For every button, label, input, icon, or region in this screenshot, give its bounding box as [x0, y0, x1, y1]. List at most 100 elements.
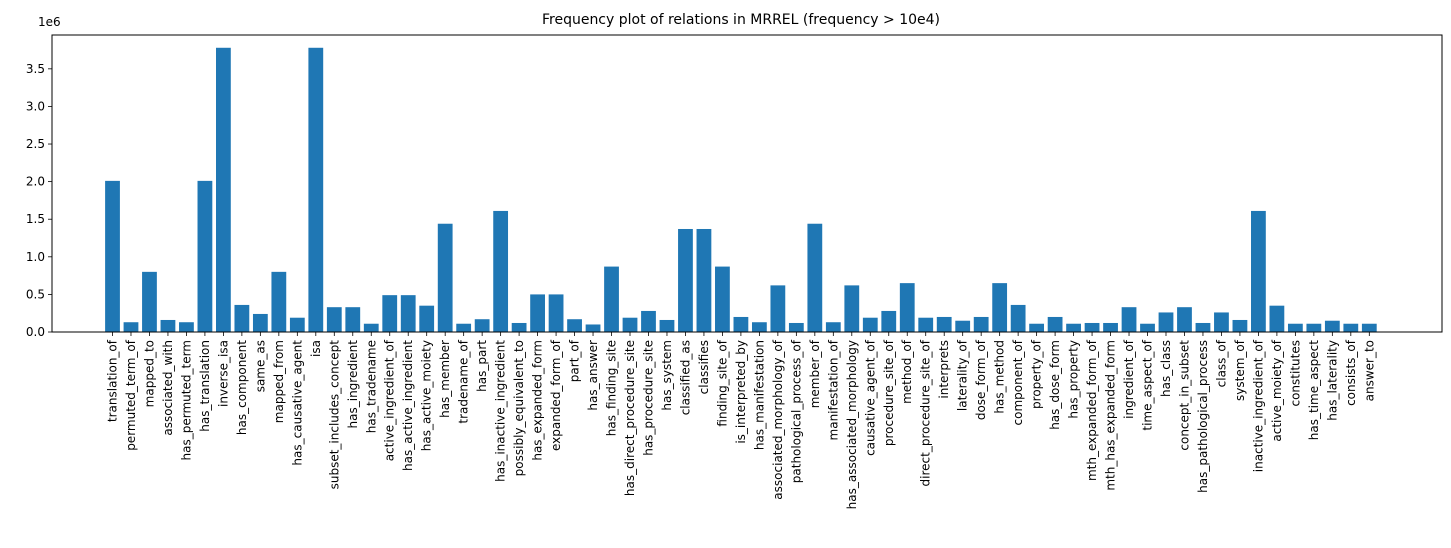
x-tick-label: has_property — [1067, 340, 1081, 419]
y-tick-label: 2.0 — [26, 175, 45, 189]
bars-group — [105, 47, 1377, 332]
bar-consists_of — [1343, 323, 1359, 332]
bar-component_of — [1010, 304, 1026, 332]
x-tick-label: inactive_ingredient_of — [1251, 339, 1265, 472]
x-tick-label: has_tradename — [364, 340, 378, 433]
x-tick-label: ingredient_of — [1122, 339, 1136, 419]
x-tick-label: translation_of — [106, 339, 120, 422]
x-tick-label: class_of — [1214, 339, 1228, 387]
bar-classified_as — [678, 228, 693, 332]
x-tick-label: has_class — [1159, 340, 1173, 397]
x-tick-label: direct_procedure_site_of — [919, 339, 933, 486]
x-tick-label: system_of — [1233, 339, 1247, 401]
bar-method_of — [899, 283, 915, 332]
bar-translation_of — [105, 180, 120, 332]
x-tick-label: component_of — [1011, 339, 1025, 425]
bar-ingredient_of — [1121, 307, 1137, 332]
bar-possibly_equivalent_to — [511, 322, 527, 332]
y-tick-label: 0.0 — [26, 325, 45, 339]
x-tick-label: isa — [309, 340, 323, 357]
x-tick-label: has_direct_procedure_site — [623, 340, 637, 496]
bar-has_tradename — [363, 323, 379, 332]
bar-has_expanded_form — [530, 294, 545, 332]
bar-is_interpreted_by — [733, 316, 749, 332]
x-tick-label: has_active_moiety — [420, 340, 434, 451]
x-tick-label: has_laterality — [1325, 340, 1339, 421]
bar-dose_form_of — [973, 316, 989, 332]
x-tick-label: has_translation — [198, 340, 212, 432]
y-tick-label: 2.5 — [26, 137, 45, 151]
x-tick-label: concept_in_subset — [1177, 340, 1191, 451]
bar-has_inactive_ingredient — [493, 210, 509, 332]
bar-has_class — [1158, 312, 1174, 332]
x-tick-label: has_finding_site — [605, 340, 619, 436]
x-tick-label: has_permuted_term — [179, 340, 193, 460]
bar-causative_agent_of — [862, 317, 878, 332]
bar-has_pathological_process — [1195, 322, 1211, 332]
x-tick-label: has_answer — [586, 340, 600, 411]
bar-finding_site_of — [715, 266, 730, 332]
x-tick-label: is_interpreted_by — [734, 340, 748, 444]
bar-member_of — [807, 223, 823, 332]
y-tick-label: 1.0 — [26, 250, 45, 264]
bar-associated_with — [160, 319, 176, 332]
axes-frame — [51, 34, 1443, 333]
bar-property_of — [1029, 323, 1045, 332]
bar-class_of — [1214, 312, 1229, 332]
x-tick-label: classified_as — [678, 340, 692, 415]
bar-has_dose_form — [1047, 316, 1063, 332]
bar-has_member — [437, 223, 453, 332]
y-axis-offset-label: 1e6 — [38, 15, 61, 29]
bar-inactive_ingredient_of — [1251, 210, 1266, 332]
y-tick-label: 3.0 — [26, 99, 45, 113]
bar-laterality_of — [955, 320, 971, 332]
x-tick-label: laterality_of — [956, 339, 970, 411]
x-tick-label: dose_form_of — [974, 339, 988, 420]
bar-has_active_ingredient — [400, 295, 416, 332]
bar-answer_to — [1361, 323, 1377, 332]
bar-has_part — [474, 319, 490, 332]
x-tick-label: subset_includes_concept — [327, 340, 341, 490]
x-tick-label: classifies — [697, 340, 711, 394]
bar-system_of — [1232, 319, 1248, 332]
x-tick-label: has_dose_form — [1048, 340, 1062, 430]
x-tick-label: mapped_to — [142, 340, 156, 407]
x-tick-label: associated_morphology_of — [771, 339, 785, 499]
y-tick-label: 3.5 — [26, 62, 45, 76]
x-tick-label: has_causative_agent — [290, 340, 304, 466]
bar-has_finding_site — [604, 266, 619, 332]
bar-mapped_to — [142, 271, 157, 332]
bar-permuted_term_of — [123, 322, 139, 332]
x-tick-label: has_ingredient — [346, 340, 360, 429]
bar-inverse_isa — [216, 47, 231, 332]
bar-direct_procedure_site_of — [918, 317, 934, 332]
bar-has_direct_procedure_site — [622, 317, 638, 332]
bar-same_as — [252, 313, 268, 332]
x-tick-label: causative_agent_of — [863, 339, 877, 456]
x-tick-label: has_procedure_site — [641, 340, 655, 456]
bar-interprets — [936, 316, 952, 332]
bar-constitutes — [1287, 323, 1303, 332]
x-tick-label: has_part — [475, 340, 489, 392]
bar-has_active_moiety — [419, 305, 435, 332]
bar-has_procedure_site — [641, 310, 656, 332]
bar-active_moiety_of — [1269, 305, 1285, 332]
y-tick-label: 0.5 — [26, 287, 45, 301]
x-tick-label: time_aspect_of — [1141, 339, 1155, 430]
bar-has_manifestation — [751, 322, 767, 332]
x-tick-label: answer_to — [1362, 340, 1376, 401]
x-tick-label: has_component — [235, 340, 249, 435]
x-tick-label: same_as — [253, 340, 267, 392]
x-tick-label: active_moiety_of — [1270, 339, 1284, 441]
y-tick-label: 1.5 — [26, 212, 45, 226]
bar-pathological_process_of — [788, 322, 804, 332]
bar-subset_includes_concept — [326, 307, 342, 332]
bar-procedure_site_of — [881, 310, 897, 332]
x-tick-label: method_of — [900, 339, 914, 404]
x-tick-label: property_of — [1030, 339, 1044, 409]
bar-part_of — [567, 319, 582, 332]
x-tick-label: mth_has_expanded_form — [1104, 340, 1118, 491]
bar-has_property — [1066, 323, 1081, 332]
x-tick-label: procedure_site_of — [882, 339, 896, 446]
bar-associated_morphology_of — [770, 285, 786, 332]
